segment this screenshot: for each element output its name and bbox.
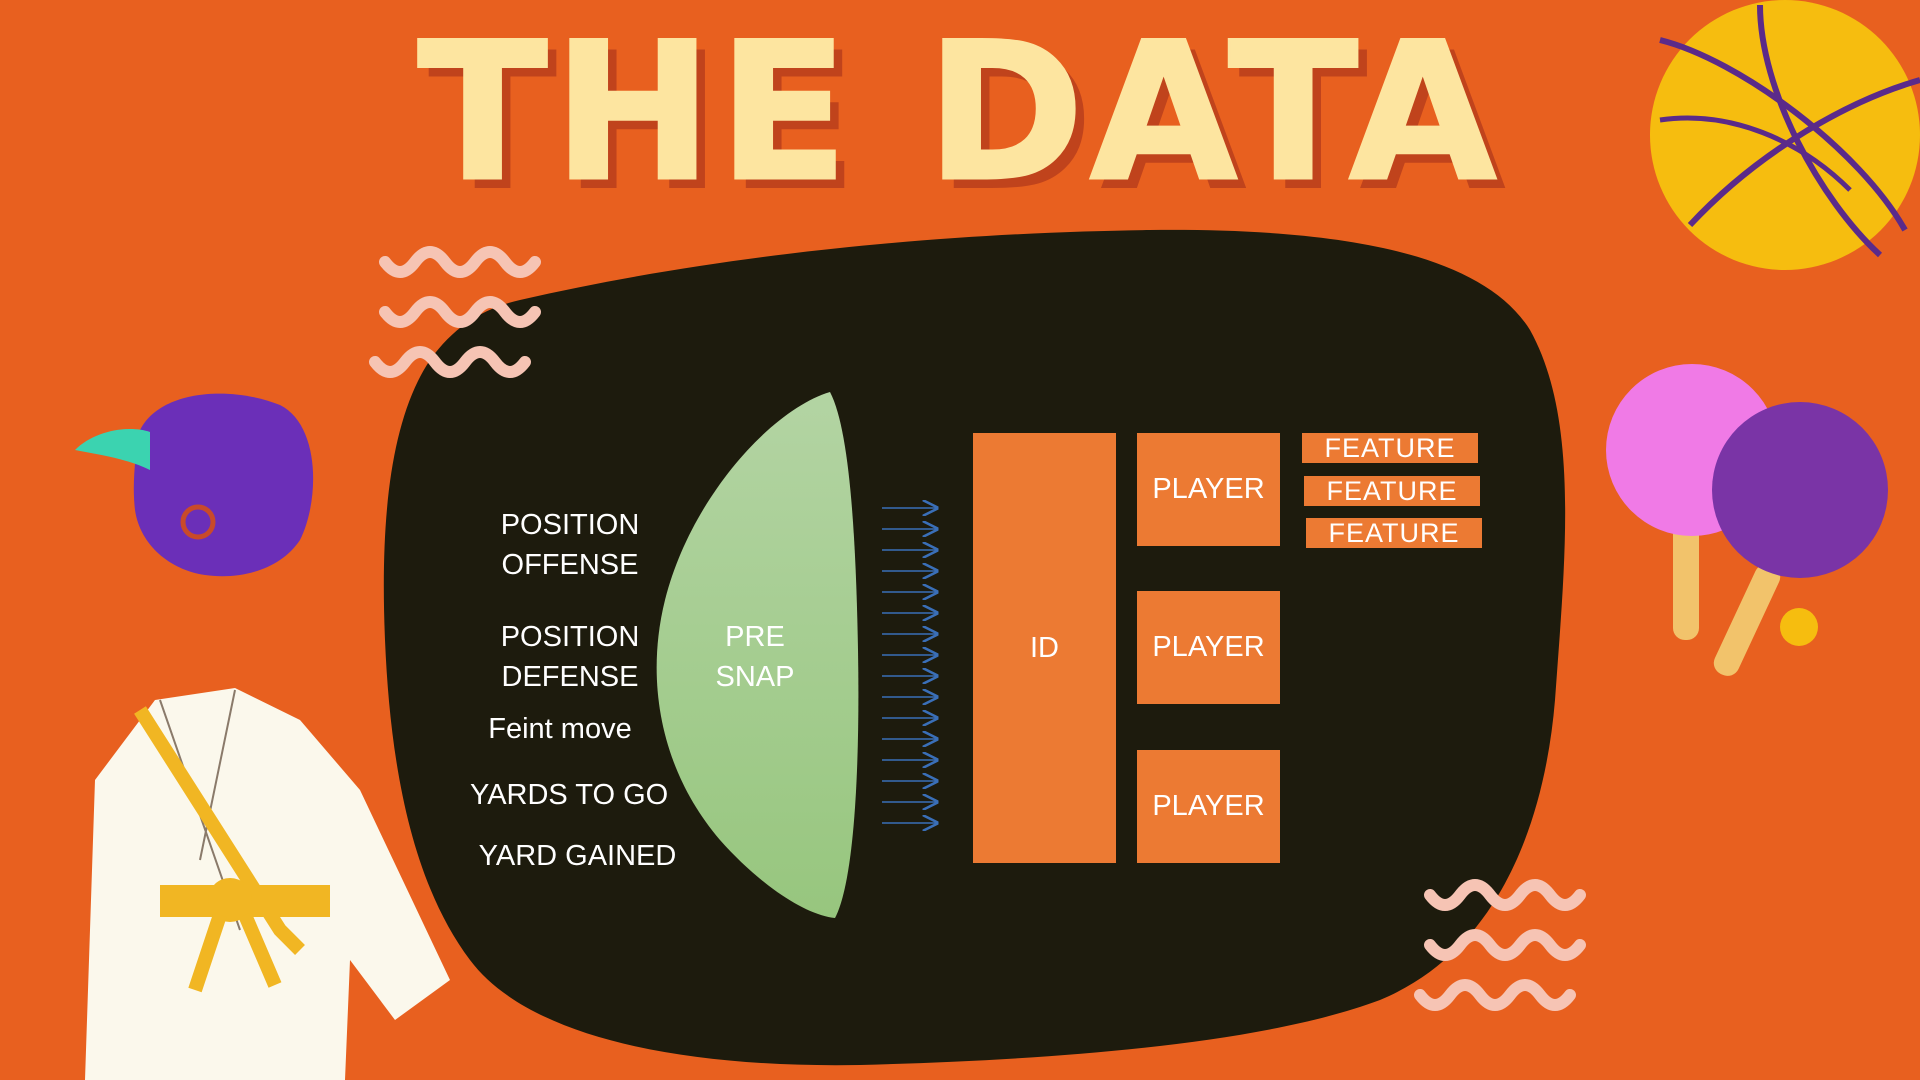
helmet-icon [75,393,314,577]
input-label-feint-move: Feint move [488,713,632,745]
input-label-position-defense: POSITION DEFENSE [490,617,650,697]
basketball-icon [1650,0,1920,270]
input-label-line: POSITION [500,509,640,541]
feature-box-2: FEATURE [1304,476,1480,506]
lens-label-line: PRE [725,621,785,653]
player-box-1: PLAYER [1137,433,1280,546]
input-label-yards-to-go: YARDS TO GO [470,779,669,811]
pre-snap-lens [656,392,859,918]
ping-pong-paddles-icon [1606,364,1888,676]
input-label-position-offense: POSITION OFFENSE [490,505,650,585]
input-label-line: POSITION [500,621,640,653]
karate-gi-icon [85,688,450,1080]
pre-snap-label: PRE SNAP [705,617,805,697]
input-label-line: DEFENSE [501,661,639,693]
feature-box-1: FEATURE [1302,433,1478,463]
squiggle-decoration-icon [369,246,541,378]
player-box-2: PLAYER [1137,591,1280,704]
input-label-line: OFFENSE [501,549,639,581]
input-label-yard-gained: YARD GAINED [478,840,677,872]
lens-label-line: SNAP [715,661,795,693]
squiggle-decoration-icon [1414,879,1586,1011]
player-box-3: PLAYER [1137,750,1280,863]
feature-box-3: FEATURE [1306,518,1482,548]
id-block: ID [973,433,1116,863]
slide-title: THE DATA [416,2,1503,223]
arrow-stack [882,508,937,823]
